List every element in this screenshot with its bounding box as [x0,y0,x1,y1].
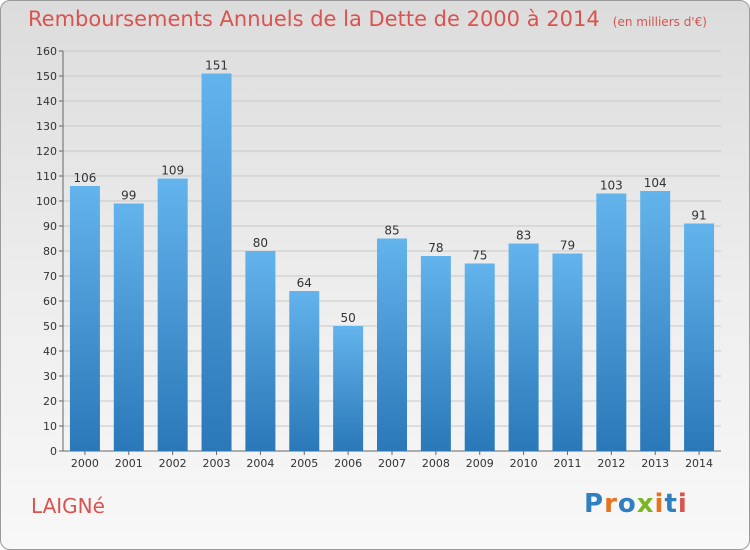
y-tick-label: 160 [36,45,57,58]
x-tick-label: 2011 [553,457,581,470]
x-tick-label: 2000 [71,457,99,470]
subtitle-text: (en milliers d'€) [612,15,707,29]
data-label: 50 [340,311,355,325]
data-label: 104 [644,176,667,190]
y-tick-label: 140 [36,95,57,108]
data-label: 78 [428,241,443,255]
x-tick-label: 2003 [203,457,231,470]
chart-title: Remboursements Annuels de la Dette de 20… [28,7,707,31]
title-text: Remboursements Annuels de la Dette de 20… [28,7,600,31]
y-tick-label: 80 [43,245,57,258]
bar [69,186,100,451]
y-tick-label: 110 [36,170,57,183]
y-tick-label: 70 [43,270,57,283]
logo-letter: i [677,489,688,519]
logo-letter: r [604,489,618,519]
y-tick-label: 120 [36,145,57,158]
place-name: LAIGNé [31,494,105,518]
data-label: 109 [161,164,184,178]
proxiti-logo: Proxiti [584,489,688,519]
x-tick-label: 2002 [159,457,187,470]
logo-letter: i [654,489,665,519]
data-label: 79 [560,239,575,253]
bar [684,223,715,451]
data-label: 91 [691,209,706,223]
x-tick-label: 2013 [641,457,669,470]
logo-letter: o [617,489,637,519]
x-tick-label: 2006 [334,457,362,470]
bar [596,193,627,451]
axes: 0 10 20 30 40 50 60 70 80 90 100 110 120 130 140 150 160… [36,45,721,470]
y-tick-label: 10 [43,420,57,433]
data-labels: 106 99 109 151 80 64 50 85 78 75 83 79 103 104 91 [73,59,706,326]
y-tick-label: 130 [36,120,57,133]
logo-letter: x [636,489,655,519]
data-label: 85 [384,224,399,238]
x-tick-label: 2008 [422,457,450,470]
bar [420,256,451,451]
data-label: 64 [297,276,312,290]
x-tick-label: 2007 [378,457,406,470]
logo-letter: t [664,489,678,519]
data-label: 75 [472,249,487,263]
bar [640,191,671,451]
logo-letter: P [584,489,605,519]
y-tick-label: 0 [50,445,57,458]
y-tick-label: 50 [43,320,57,333]
x-tick-label: 2014 [685,457,713,470]
bar [157,178,188,451]
y-tick-label: 100 [36,195,57,208]
bar [464,263,495,451]
x-tick-label: 2004 [246,457,274,470]
data-label: 99 [121,189,136,203]
bar [508,243,539,451]
bar [289,291,320,451]
y-tick-label: 60 [43,295,57,308]
x-tick-label: 2009 [466,457,494,470]
bar [201,73,232,451]
x-tick-label: 2005 [290,457,318,470]
bar [245,251,276,451]
data-label: 80 [253,236,268,250]
data-label: 106 [73,171,96,185]
y-tick-label: 40 [43,345,57,358]
y-tick-label: 30 [43,370,57,383]
data-label: 103 [600,179,623,193]
bar [552,253,583,451]
y-tick-label: 90 [43,220,57,233]
y-tick-label: 150 [36,70,57,83]
bar [377,238,407,451]
x-tick-label: 2010 [510,457,538,470]
data-label: 83 [516,229,531,243]
x-tick-label: 2012 [597,457,625,470]
bar [113,203,144,451]
bars [69,73,715,451]
x-tick-label: 2001 [115,457,143,470]
data-label: 151 [205,59,228,73]
bar [333,326,364,451]
y-tick-label: 20 [43,395,57,408]
